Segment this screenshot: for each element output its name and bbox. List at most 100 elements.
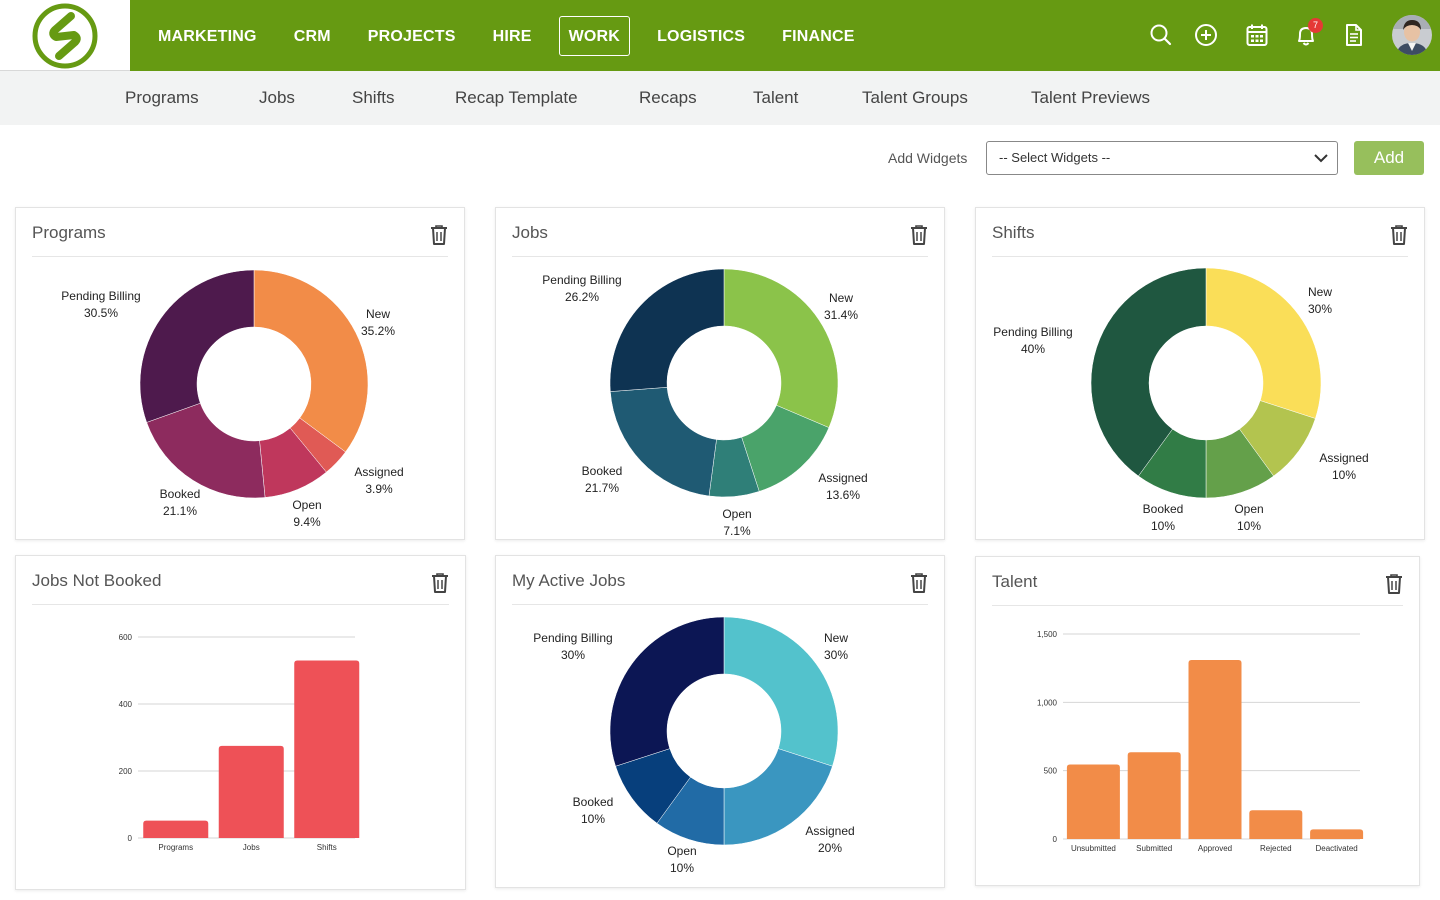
- top-navigation-bar: MARKETING CRM PROJECTS HIRE WORK LOGISTICS FIN…: [0, 0, 1440, 71]
- pie-percent-booked: 10%: [1151, 519, 1175, 533]
- x-tick-label: Deactivated: [1315, 844, 1357, 853]
- pie-percent-open: 10%: [670, 861, 694, 875]
- pie-label-assigned: Assigned: [354, 465, 403, 479]
- pie-label-new: New: [824, 631, 848, 645]
- y-tick-label: 0: [128, 834, 133, 843]
- search-icon[interactable]: [1148, 22, 1174, 48]
- widgets-toolbar: Add Widgets -- Select Widgets -- Add: [0, 141, 1440, 175]
- widget-divider: [512, 256, 928, 257]
- delete-widget-trash-icon[interactable]: [429, 224, 449, 246]
- brand-logo-icon: [32, 3, 98, 69]
- pie-percent-assigned: 20%: [818, 841, 842, 855]
- subnav-item-talent[interactable]: Talent: [753, 88, 799, 107]
- pie-label-open: Open: [722, 507, 751, 521]
- delete-widget-trash-icon[interactable]: [1389, 224, 1409, 246]
- x-tick-label: Unsubmitted: [1071, 844, 1116, 853]
- delete-widget-trash-icon[interactable]: [909, 224, 929, 246]
- widget-card-my-active-jobs: My Active Jobs New 30% Assigned 20% Open 10% Bo…: [495, 555, 945, 888]
- subnav-item-jobs[interactable]: Jobs: [259, 88, 295, 107]
- x-tick-label: Programs: [158, 843, 193, 852]
- chart-my-active-jobs: New 30% Assigned 20% Open 10% Booked 10% Pending…: [533, 616, 855, 875]
- bar-deactivated[interactable]: [1310, 829, 1364, 839]
- subnav-item-shifts[interactable]: Shifts: [352, 88, 395, 107]
- x-tick-label: Jobs: [243, 843, 260, 852]
- pie-slice-assigned[interactable]: [723, 748, 833, 846]
- pie-slice-pending-billing[interactable]: [609, 268, 725, 392]
- x-tick-label: Shifts: [317, 843, 337, 852]
- pie-label-booked: Booked: [160, 487, 201, 501]
- widget-title: My Active Jobs: [512, 571, 626, 590]
- nav-item-finance[interactable]: FINANCE: [782, 28, 855, 45]
- pie-slice-pending-billing[interactable]: [609, 616, 725, 767]
- subnav-item-recap-template[interactable]: Recap Template: [455, 88, 578, 107]
- select-widgets-value: -- Select Widgets --: [999, 150, 1111, 165]
- bar-unsubmitted[interactable]: [1066, 764, 1120, 839]
- nav-item-crm[interactable]: CRM: [293, 28, 331, 45]
- pie-slice-pending-billing[interactable]: [139, 269, 255, 423]
- pie-slice-new[interactable]: [1205, 267, 1322, 419]
- delete-widget-trash-icon[interactable]: [430, 572, 450, 594]
- pie-percent-new: 30%: [824, 648, 848, 662]
- widget-title: Jobs Not Booked: [32, 571, 162, 590]
- pie-label-new: New: [1308, 285, 1332, 299]
- pie-percent-pending-billing: 30%: [561, 648, 585, 662]
- pie-percent-open: 7.1%: [723, 524, 751, 538]
- pie-slice-pending-billing[interactable]: [1090, 267, 1207, 477]
- pie-label-pending-billing: Pending Billing: [61, 289, 140, 303]
- delete-widget-trash-icon[interactable]: [909, 572, 929, 594]
- y-tick-label: 1,000: [1037, 698, 1058, 707]
- subnav-item-talent-groups[interactable]: Talent Groups: [862, 88, 968, 107]
- nav-item-work[interactable]: WORK: [558, 16, 631, 56]
- subnav-item-talent-previews[interactable]: Talent Previews: [1031, 88, 1151, 107]
- add-widget-button[interactable]: Add: [1354, 141, 1424, 175]
- delete-widget-trash-icon[interactable]: [1384, 573, 1404, 595]
- bar-jobs[interactable]: [218, 745, 284, 838]
- bar-approved[interactable]: [1188, 659, 1242, 839]
- bar-submitted[interactable]: [1127, 752, 1181, 839]
- x-tick-label: Submitted: [1136, 844, 1172, 853]
- subnav-item-recaps[interactable]: Recaps: [639, 88, 697, 107]
- sub-navigation: Programs Jobs Shifts Recap Template Recaps Ta…: [0, 71, 1440, 125]
- nav-item-hire[interactable]: HIRE: [492, 28, 532, 45]
- pie-percent-new: 31.4%: [824, 308, 858, 322]
- nav-item-projects[interactable]: PROJECTS: [367, 28, 456, 45]
- pie-percent-pending-billing: 26.2%: [565, 290, 599, 304]
- subnav-item-programs[interactable]: Programs: [125, 88, 199, 107]
- chart-talent: 0 500 1,000 1,500 Unsubmitted Submitted Approv…: [1037, 630, 1364, 853]
- nav-item-logistics[interactable]: LOGISTICS: [657, 28, 746, 45]
- pie-label-open: Open: [667, 844, 696, 858]
- pie-slice-new[interactable]: [253, 269, 369, 453]
- nav-item-marketing[interactable]: MARKETING: [158, 28, 257, 45]
- bell-icon[interactable]: 7: [1293, 18, 1323, 48]
- add-icon[interactable]: [1193, 22, 1219, 48]
- pie-percent-new: 35.2%: [361, 324, 395, 338]
- pie-percent-pending-billing: 40%: [1021, 342, 1045, 356]
- pie-percent-assigned: 3.9%: [365, 482, 393, 496]
- widget-title: Jobs: [512, 223, 548, 242]
- pie-slice-new[interactable]: [723, 616, 839, 767]
- y-tick-label: 600: [119, 633, 133, 642]
- y-tick-label: 0: [1053, 835, 1058, 844]
- pie-percent-booked: 10%: [581, 812, 605, 826]
- chevron-down-icon: [1314, 154, 1328, 163]
- pie-slice-booked[interactable]: [146, 402, 266, 499]
- user-avatar[interactable]: [1392, 15, 1432, 55]
- pie-label-pending-billing: Pending Billing: [993, 325, 1072, 339]
- pie-label-pending-billing: Pending Billing: [542, 273, 621, 287]
- chart-shifts: New 30% Assigned 10% Open 10% Booked 10% Pending…: [993, 267, 1369, 533]
- pie-percent-booked: 21.1%: [163, 504, 197, 518]
- pie-label-assigned: Assigned: [1319, 451, 1368, 465]
- bar-shifts[interactable]: [294, 660, 360, 838]
- select-widgets-dropdown[interactable]: -- Select Widgets --: [986, 141, 1338, 175]
- pie-percent-open: 9.4%: [293, 515, 321, 529]
- pie-slice-new[interactable]: [723, 268, 839, 428]
- pie-label-booked: Booked: [582, 464, 623, 478]
- calendar-icon[interactable]: [1244, 22, 1270, 48]
- pie-percent-new: 30%: [1308, 302, 1332, 316]
- pie-label-booked: Booked: [573, 795, 614, 809]
- bar-rejected[interactable]: [1249, 810, 1303, 839]
- pie-slice-booked[interactable]: [610, 387, 717, 497]
- logo[interactable]: [0, 0, 130, 71]
- bar-programs[interactable]: [143, 820, 209, 838]
- document-icon[interactable]: [1341, 22, 1367, 48]
